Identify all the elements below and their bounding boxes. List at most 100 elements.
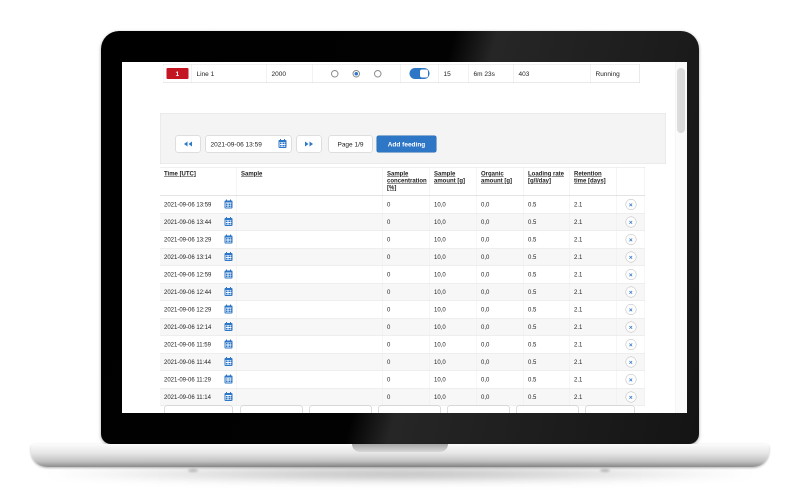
- row-sample-cell: [237, 388, 383, 406]
- row-retention: 2.1: [570, 248, 617, 266]
- new-entry-loading-input[interactable]: [516, 405, 579, 413]
- row-amount: 10,0: [430, 283, 477, 301]
- row-time-cell: 2021-09-06 12:14: [160, 318, 237, 336]
- delete-row-button[interactable]: ×: [625, 234, 637, 245]
- row-time-cell: 2021-09-06 12:29: [160, 301, 237, 318]
- new-entry-sample-input[interactable]: [240, 405, 303, 413]
- row-organic: 0,0: [477, 388, 524, 406]
- calendar-icon[interactable]: [224, 339, 233, 349]
- new-entry-amount-input[interactable]: [378, 405, 441, 413]
- header-sample[interactable]: Sample: [237, 167, 383, 196]
- calendar-icon[interactable]: [224, 269, 233, 279]
- mode-radio-3[interactable]: [374, 69, 382, 78]
- delete-row-button[interactable]: ×: [625, 199, 637, 210]
- add-feeding-button[interactable]: Add feeding: [376, 135, 437, 153]
- calendar-icon[interactable]: [224, 252, 233, 261]
- line-number-cell: 1: [164, 64, 192, 83]
- row-actions-cell: ×: [617, 388, 645, 406]
- table-row: 2021-09-06 12:14 0 10,0 0,0 0.5 2.1 ×: [160, 318, 645, 336]
- page-indicator[interactable]: Page 1/9: [328, 135, 373, 153]
- new-entry-concentration-input[interactable]: [309, 405, 372, 413]
- calendar-icon[interactable]: [224, 287, 233, 296]
- delete-row-button[interactable]: ×: [625, 321, 637, 333]
- previous-page-button[interactable]: [175, 135, 201, 153]
- header-organic[interactable]: Organic amount [g]: [477, 167, 524, 196]
- calendar-icon[interactable]: [224, 217, 233, 226]
- row-time: 2021-09-06 12:44: [164, 288, 212, 296]
- status-bar: 1 Line 1 2000 15 6m 23s 403 Runni: [163, 64, 640, 83]
- row-time: 2021-09-06 11:44: [164, 358, 211, 366]
- mode-radio-2-selected[interactable]: [352, 69, 360, 78]
- row-actions-cell: ×: [617, 248, 645, 266]
- delete-row-button[interactable]: ×: [625, 251, 637, 263]
- new-entry-time-input[interactable]: [164, 405, 233, 413]
- calendar-icon[interactable]: [224, 234, 233, 244]
- row-concentration: 0: [383, 248, 430, 266]
- delete-row-button[interactable]: ×: [625, 356, 637, 368]
- row-retention: 2.1: [570, 231, 617, 248]
- table-row: 2021-09-06 11:44 0 10,0 0,0 0.5 2.1 ×: [160, 353, 645, 371]
- mode-radio-1[interactable]: [331, 69, 339, 78]
- counter-value: 403: [514, 64, 591, 83]
- row-time: 2021-09-06 13:59: [164, 201, 212, 208]
- calendar-icon[interactable]: [224, 322, 233, 331]
- double-left-arrow-icon: [188, 141, 192, 147]
- header-retention[interactable]: Retention time [days]: [570, 167, 617, 196]
- row-organic: 0,0: [477, 266, 524, 283]
- row-retention: 2.1: [570, 283, 617, 301]
- row-actions-cell: ×: [617, 301, 645, 318]
- calendar-icon[interactable]: [224, 304, 233, 314]
- delete-row-button[interactable]: ×: [625, 286, 637, 298]
- row-amount: 10,0: [430, 213, 477, 231]
- delete-row-button[interactable]: ×: [625, 269, 637, 280]
- line-value: 2000: [267, 64, 313, 83]
- row-time: 2021-09-06 13:29: [164, 236, 212, 243]
- elapsed-time: 6m 23s: [469, 64, 514, 83]
- header-concentration[interactable]: Sample concentration [%]: [383, 167, 430, 196]
- row-loading-rate: 0.5: [524, 388, 570, 406]
- row-loading-rate: 0.5: [524, 266, 570, 283]
- delete-row-button[interactable]: ×: [625, 304, 637, 315]
- new-entry-retention-input[interactable]: [585, 405, 635, 413]
- datetime-picker[interactable]: 2021-09-06 13:59: [205, 135, 292, 153]
- toolbar-controls: 2021-09-06 13:59 Page 1/9 Add feeding: [175, 135, 437, 153]
- table-row: 2021-09-06 11:29 0 10,0 0,0 0.5 2.1 ×: [160, 371, 645, 389]
- next-page-button[interactable]: [296, 135, 322, 153]
- delete-row-button[interactable]: ×: [625, 216, 637, 228]
- delete-row-button[interactable]: ×: [625, 374, 637, 385]
- row-sample-cell: [237, 301, 383, 318]
- double-right-arrow-icon: [305, 141, 309, 147]
- row-concentration: 0: [383, 301, 430, 318]
- row-retention: 2.1: [570, 336, 617, 353]
- toggle-knob: [419, 69, 428, 78]
- row-time-cell: 2021-09-06 11:14: [160, 388, 237, 406]
- header-time[interactable]: Time [UTC]: [160, 167, 237, 196]
- row-sample-cell: [237, 213, 383, 231]
- mode-radio-group: [313, 64, 401, 83]
- table-row: 2021-09-06 13:29 0 10,0 0,0 0.5 2.1 ×: [160, 231, 645, 249]
- calendar-icon[interactable]: [224, 392, 233, 401]
- line-number-badge[interactable]: 1: [166, 68, 189, 79]
- double-left-arrow-icon: [184, 141, 188, 147]
- row-amount: 10,0: [430, 388, 477, 406]
- row-time: 2021-09-06 12:59: [164, 271, 212, 278]
- table-row: 2021-09-06 12:59 0 10,0 0,0 0.5 2.1 ×: [160, 266, 645, 284]
- row-concentration: 0: [383, 213, 430, 231]
- row-sample-cell: [237, 196, 383, 213]
- header-amount[interactable]: Sample amount [g]: [430, 167, 477, 196]
- scrollbar-thumb[interactable]: [677, 68, 685, 133]
- row-retention: 2.1: [570, 301, 617, 318]
- new-entry-organic-input[interactable]: [447, 405, 510, 413]
- row-concentration: 0: [383, 336, 430, 353]
- calendar-icon[interactable]: [224, 374, 233, 384]
- power-toggle-on[interactable]: [409, 68, 430, 79]
- calendar-icon[interactable]: [224, 357, 233, 366]
- delete-row-button[interactable]: ×: [625, 391, 637, 403]
- delete-row-button[interactable]: ×: [625, 339, 637, 350]
- row-concentration: 0: [383, 388, 430, 406]
- row-loading-rate: 0.5: [524, 248, 570, 266]
- header-loading-rate[interactable]: Loading rate [g/l/day]: [524, 167, 570, 196]
- row-amount: 10,0: [430, 353, 477, 371]
- calendar-icon[interactable]: [224, 199, 233, 209]
- row-organic: 0,0: [477, 196, 524, 213]
